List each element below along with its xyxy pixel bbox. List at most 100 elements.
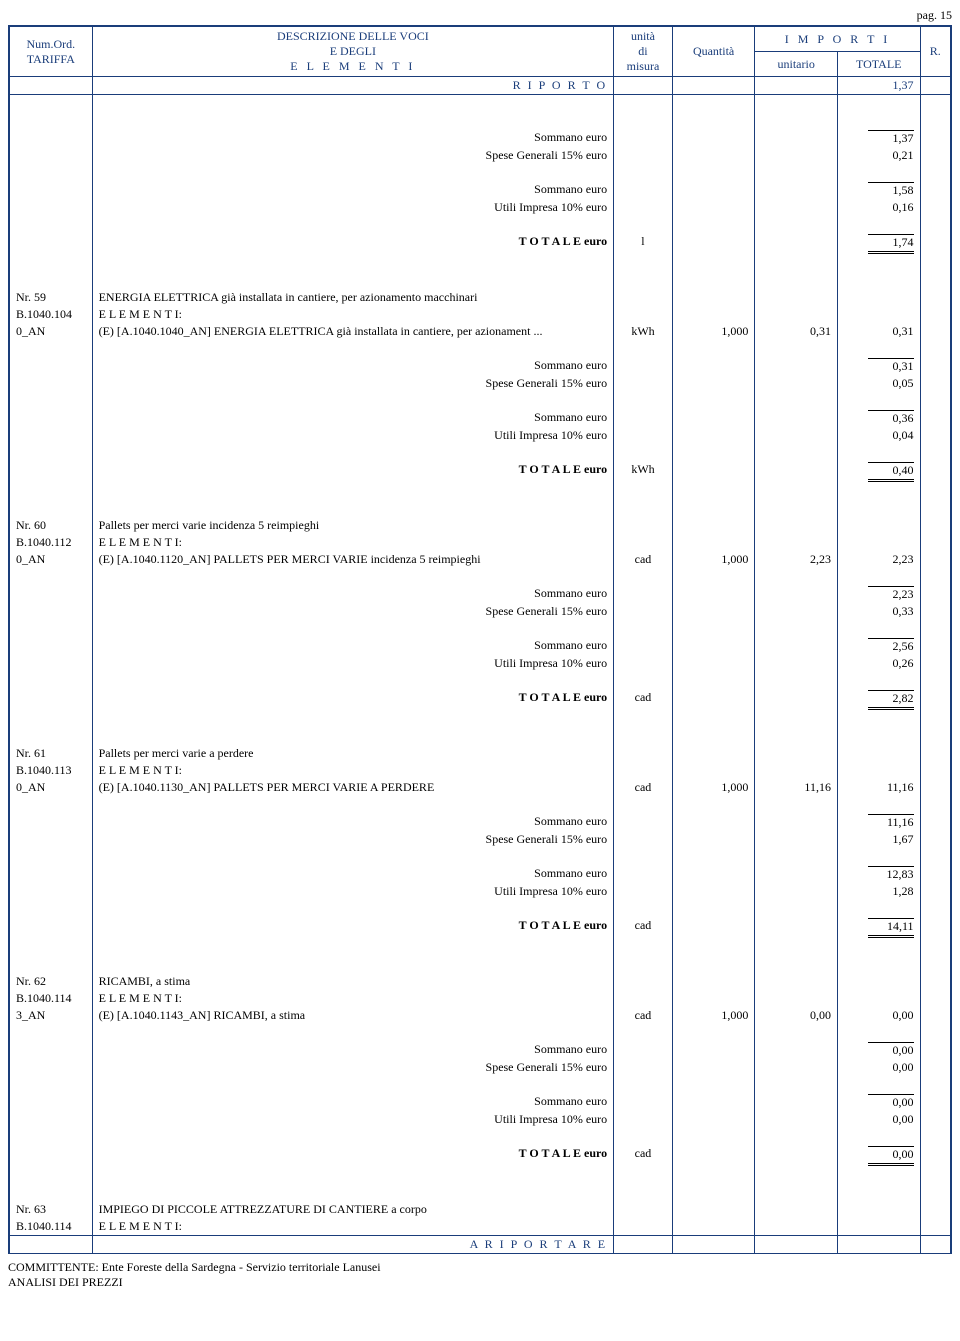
item-tot-um: cad [614, 689, 673, 711]
tail-nr: Nr. 63 [10, 1201, 93, 1218]
item-code2: 0_AN [10, 323, 93, 340]
utili-label: Utili Impresa 10% euro [92, 655, 614, 672]
sommano-label: Sommano euro [92, 357, 614, 375]
elementi-label: E L E M E N T I: [92, 990, 614, 1007]
hdr-um-2: di [638, 44, 647, 58]
hdr-um: unità di misura [614, 27, 673, 77]
hdr-totale: TOTALE [837, 52, 920, 77]
elementi-label: E L E M E N T I: [92, 306, 614, 323]
hdr-tariffa-label: TARIFFA [27, 52, 75, 66]
totale-label: T O T A L E euro [92, 233, 614, 255]
utili-label: Utili Impresa 10% euro [92, 199, 614, 216]
utili-label: Utili Impresa 10% euro [92, 1111, 614, 1128]
hdr-um-3: misura [627, 59, 660, 73]
elementi-label: E L E M E N T I: [92, 762, 614, 779]
item-tot-um: kWh [614, 461, 673, 483]
spese-label: Spese Generali 15% euro [92, 1059, 614, 1076]
sommano-label: Sommano euro [92, 585, 614, 603]
totale-label: T O T A L E euro [92, 461, 614, 483]
hdr-desc-3: E L E M E N T I [290, 59, 415, 73]
item-elem-line: (E) [A.1040.1130_AN] PALLETS PER MERCI V… [92, 779, 614, 796]
item-spese: 0,00 [837, 1059, 920, 1076]
hdr-unitario: unitario [755, 52, 838, 77]
elementi-label: E L E M E N T I: [92, 1218, 614, 1236]
item-um: cad [614, 779, 673, 796]
ariportare-label: A R I P O R T A R E [470, 1237, 607, 1251]
item-nr: Nr. 59 [10, 289, 93, 306]
item-sommano2: 0,36 [868, 410, 914, 426]
utili-label: Utili Impresa 10% euro [92, 427, 614, 444]
sommano-label: Sommano euro [92, 637, 614, 655]
hdr-um-1: unità [631, 29, 655, 43]
item-sommano1: 11,16 [868, 814, 914, 830]
hdr-importi: I M P O R T I [755, 27, 920, 52]
item-sommano1: 2,23 [868, 586, 914, 602]
spese-label: Spese Generali 15% euro [92, 147, 614, 164]
block0-tot-um: l [614, 233, 673, 255]
item-um: cad [614, 1007, 673, 1024]
item-tot: 2,23 [837, 551, 920, 568]
item-tot-um: cad [614, 917, 673, 939]
riporto-label: R I P O R T O [513, 78, 607, 92]
item-totale: 2,82 [868, 690, 914, 710]
spese-label: Spese Generali 15% euro [92, 375, 614, 392]
totale-label: T O T A L E euro [92, 1145, 614, 1167]
hdr-importi-label: I M P O R T I [785, 32, 890, 46]
item-totale: 0,00 [868, 1146, 914, 1166]
spese-label: Spese Generali 15% euro [92, 603, 614, 620]
hdr-r: R. [920, 27, 950, 77]
item-spese: 0,33 [837, 603, 920, 620]
item-code1: B.1040.112 [10, 534, 93, 551]
item-totale: 14,11 [868, 918, 914, 938]
item-tot: 0,00 [837, 1007, 920, 1024]
item-sommano2: 0,00 [868, 1094, 914, 1110]
footer: COMMITTENTE: Ente Foreste della Sardegna… [8, 1260, 952, 1290]
item-spese: 0,05 [837, 375, 920, 392]
item-title: Pallets per merci varie a perdere [92, 745, 614, 762]
item-title: Pallets per merci varie incidenza 5 reim… [92, 517, 614, 534]
item-sommano1: 0,00 [868, 1042, 914, 1058]
item-qty: 1,000 [672, 323, 755, 340]
block0-sommano1: 1,37 [868, 130, 914, 146]
block0-spese: 0,21 [837, 147, 920, 164]
item-unit: 0,00 [755, 1007, 838, 1024]
document-frame: Num.Ord. TARIFFA DESCRIZIONE DELLE VOCI … [8, 25, 952, 1254]
item-title: RICAMBI, a stima [92, 973, 614, 990]
hdr-desc-1: DESCRIZIONE DELLE VOCI [277, 29, 429, 43]
sommano-label: Sommano euro [92, 181, 614, 199]
item-totale: 0,40 [868, 462, 914, 482]
item-qty: 1,000 [672, 1007, 755, 1024]
item-um: cad [614, 551, 673, 568]
item-utili: 1,28 [837, 883, 920, 900]
header-table: Num.Ord. TARIFFA DESCRIZIONE DELLE VOCI … [9, 26, 951, 77]
item-code2: 0_AN [10, 551, 93, 568]
block0-sommano2: 1,58 [868, 182, 914, 198]
item-title: ENERGIA ELETTRICA già installata in cant… [92, 289, 614, 306]
item-unit: 2,23 [755, 551, 838, 568]
totale-label: T O T A L E euro [92, 689, 614, 711]
page-number: pag. 15 [8, 8, 952, 23]
hdr-desc: DESCRIZIONE DELLE VOCI E DEGLI E L E M E… [92, 27, 614, 77]
item-qty: 1,000 [672, 779, 755, 796]
item-nr: Nr. 62 [10, 973, 93, 990]
item-um: kWh [614, 323, 673, 340]
utili-label: Utili Impresa 10% euro [92, 883, 614, 900]
body-table: R I P O R T O 1,37 Sommano euro 1,37 Spe… [9, 77, 951, 1253]
sommano-label: Sommano euro [92, 1041, 614, 1059]
item-elem-line: (E) [A.1040.1120_AN] PALLETS PER MERCI V… [92, 551, 614, 568]
hdr-desc-2: E DEGLI [330, 44, 376, 58]
hdr-qty: Quantità [672, 27, 755, 77]
item-sommano2: 12,83 [868, 866, 914, 882]
item-qty: 1,000 [672, 551, 755, 568]
item-nr: Nr. 60 [10, 517, 93, 534]
footer-line1: COMMITTENTE: Ente Foreste della Sardegna… [8, 1260, 381, 1274]
sommano-label: Sommano euro [92, 409, 614, 427]
item-utili: 0,04 [837, 427, 920, 444]
hdr-numord: Num.Ord. [26, 37, 75, 51]
item-spese: 1,67 [837, 831, 920, 848]
sommano-label: Sommano euro [92, 1093, 614, 1111]
item-tot: 0,31 [837, 323, 920, 340]
sommano-label: Sommano euro [92, 129, 614, 147]
elementi-label: E L E M E N T I: [92, 534, 614, 551]
item-unit: 0,31 [755, 323, 838, 340]
